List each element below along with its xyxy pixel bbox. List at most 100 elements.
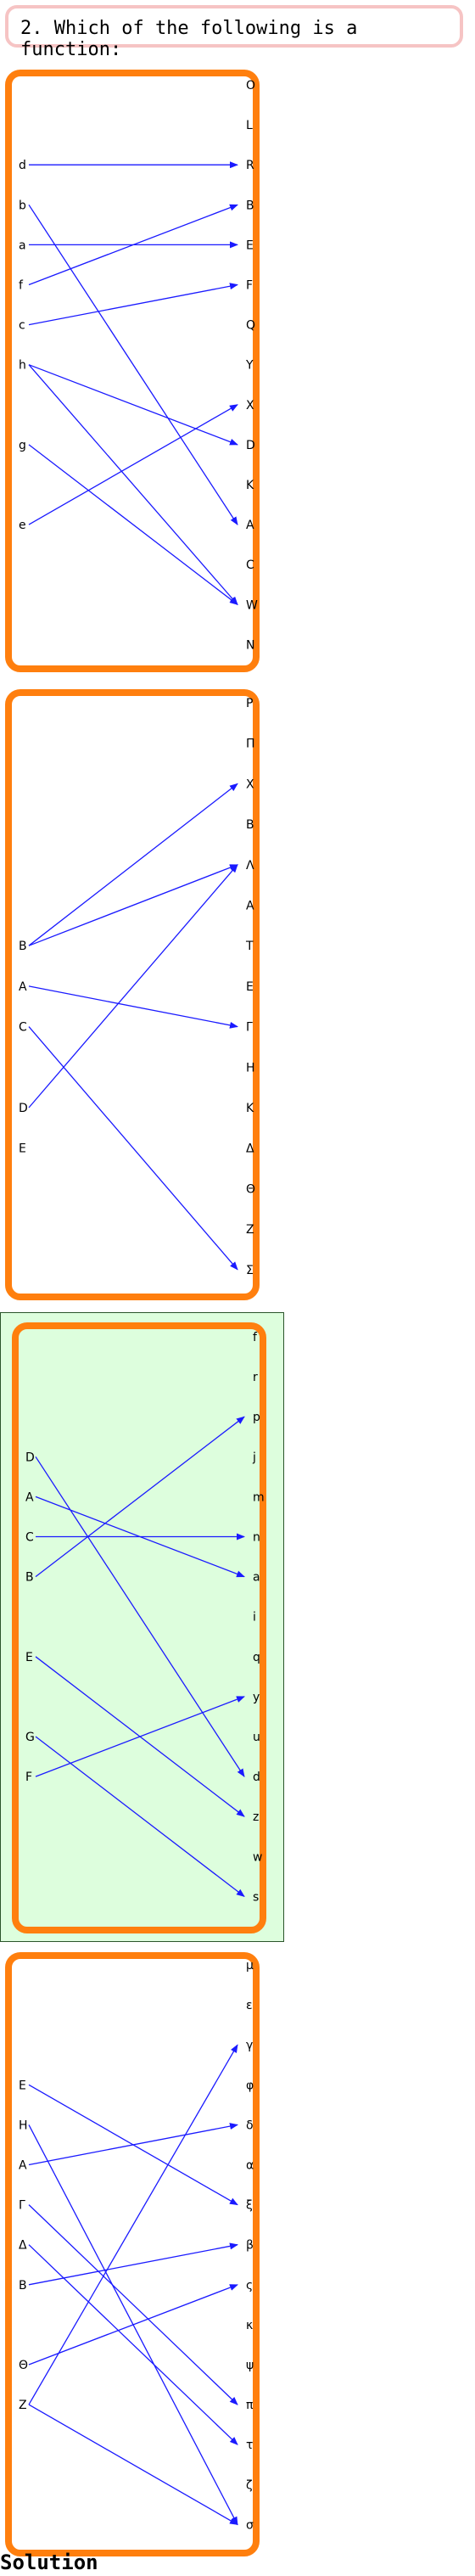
domain-element-label: A — [19, 980, 27, 994]
domain-element-label: f — [19, 279, 24, 293]
domain-element-label: B — [19, 2279, 27, 2293]
codomain-element-label: B — [246, 818, 254, 832]
codomain-element-label: γ — [246, 2039, 253, 2052]
codomain-element-label: r — [253, 1371, 258, 1384]
codomain-element-label: j — [252, 1451, 256, 1464]
codomain-element-label: ς — [246, 2279, 253, 2293]
domain-element-label: E — [25, 1651, 33, 1664]
mapping-arrow — [35, 1416, 245, 1578]
codomain-element-label: d — [253, 1771, 260, 1784]
codomain-element-label: Δ — [246, 1142, 254, 1156]
domain-element-label: Δ — [19, 2239, 27, 2253]
codomain-element-label: Π — [246, 738, 255, 751]
mapping-arrow — [28, 2044, 238, 2405]
codomain-element-label: F — [246, 279, 253, 293]
codomain-element-label: δ — [246, 2119, 254, 2132]
solution-label: Solution — [0, 2551, 98, 2574]
codomain-element-label: B — [246, 199, 254, 212]
codomain-element-label: a — [253, 1571, 260, 1585]
codomain-element-label: z — [253, 1810, 259, 1824]
codomain-element-label: E — [246, 239, 254, 252]
mapping-arrow — [28, 783, 238, 946]
mapping-arrow — [28, 204, 238, 525]
codomain-element-label: H — [246, 1061, 255, 1075]
domain-element-label: G — [25, 1731, 35, 1744]
domain-element-label: C — [25, 1531, 34, 1545]
answer-option-card[interactable] — [5, 1952, 260, 2556]
codomain-element-label: φ — [246, 2079, 254, 2092]
mapping-arrow — [28, 2404, 238, 2525]
domain-element-label: d — [19, 159, 26, 172]
codomain-element-label: Θ — [246, 1182, 255, 1196]
domain-element-label: B — [19, 940, 27, 953]
codomain-element-label: R — [246, 159, 254, 172]
codomain-element-label: Z — [246, 1223, 254, 1237]
domain-element-label: D — [25, 1451, 35, 1464]
codomain-element-label: D — [246, 439, 255, 452]
mapping-arrow — [28, 364, 238, 606]
answer-option-card[interactable] — [5, 689, 260, 1300]
domain-element-label: h — [19, 359, 26, 373]
codomain-element-label: i — [253, 1611, 256, 1625]
codomain-element-label: C — [246, 558, 254, 572]
codomain-element-label: K — [246, 479, 254, 492]
codomain-element-label: T — [245, 940, 254, 953]
mapping-arrow — [28, 283, 238, 326]
domain-element-label: E — [19, 1142, 26, 1156]
codomain-element-label: Λ — [246, 859, 254, 873]
codomain-element-label: n — [253, 1531, 260, 1545]
mapping-arrow — [28, 2123, 238, 2166]
mapping-arrow — [28, 444, 238, 605]
codomain-element-label: A — [246, 900, 254, 913]
mapping-arrow — [28, 364, 238, 446]
codomain-element-label: w — [253, 1850, 262, 1864]
codomain-element-label: X — [246, 399, 254, 412]
domain-element-label: C — [19, 1021, 27, 1035]
codomain-element-label: ε — [246, 1999, 253, 2012]
domain-element-label: A — [25, 1490, 34, 1504]
codomain-element-label: y — [253, 1691, 260, 1704]
mapping-arrow — [28, 2204, 238, 2405]
question-text: 2. Which of the following is a function: — [20, 18, 358, 60]
codomain-element-label: X — [246, 777, 254, 791]
domain-element-label: c — [19, 319, 25, 333]
mapping-arrow — [28, 985, 238, 1029]
codomain-element-label: E — [246, 980, 254, 994]
codomain-element-label: A — [246, 519, 254, 532]
codomain-element-label: ξ — [246, 2199, 253, 2213]
codomain-element-label: ψ — [246, 2359, 254, 2372]
domain-element-label: g — [19, 439, 26, 452]
mapping-arrow — [35, 1696, 245, 1777]
domain-element-label: Γ — [19, 2199, 25, 2213]
domain-element-label: Θ — [19, 2359, 28, 2372]
mapping-arrow — [28, 2284, 238, 2366]
question-box: 2. Which of the following is a function: — [5, 5, 463, 60]
mapping-arrow — [28, 404, 238, 525]
codomain-element-label: Γ — [246, 1021, 253, 1035]
codomain-element-label: σ — [246, 2518, 254, 2532]
codomain-element-label: κ — [246, 2319, 253, 2332]
codomain-element-label: ζ — [246, 2478, 253, 2492]
mapping-arrow — [28, 864, 238, 946]
codomain-element-label: L — [246, 119, 253, 132]
codomain-element-label: μ — [246, 1959, 254, 1973]
domain-element-label: H — [19, 2119, 28, 2132]
answer-option-card[interactable] — [5, 70, 260, 672]
codomain-element-label: N — [246, 638, 254, 652]
codomain-element-label: O — [246, 79, 255, 93]
codomain-element-label: s — [253, 1890, 259, 1904]
codomain-element-label: P — [246, 697, 253, 710]
answer-option-card[interactable] — [12, 1322, 266, 1933]
codomain-element-label: m — [253, 1490, 265, 1504]
codomain-element-label: K — [246, 1102, 254, 1115]
codomain-element-label: W — [246, 598, 258, 612]
domain-element-label: a — [19, 239, 26, 252]
codomain-element-label: Q — [246, 319, 255, 333]
codomain-element-label: q — [253, 1651, 260, 1664]
codomain-element-label: α — [246, 2159, 254, 2173]
codomain-element-label: β — [246, 2239, 254, 2253]
